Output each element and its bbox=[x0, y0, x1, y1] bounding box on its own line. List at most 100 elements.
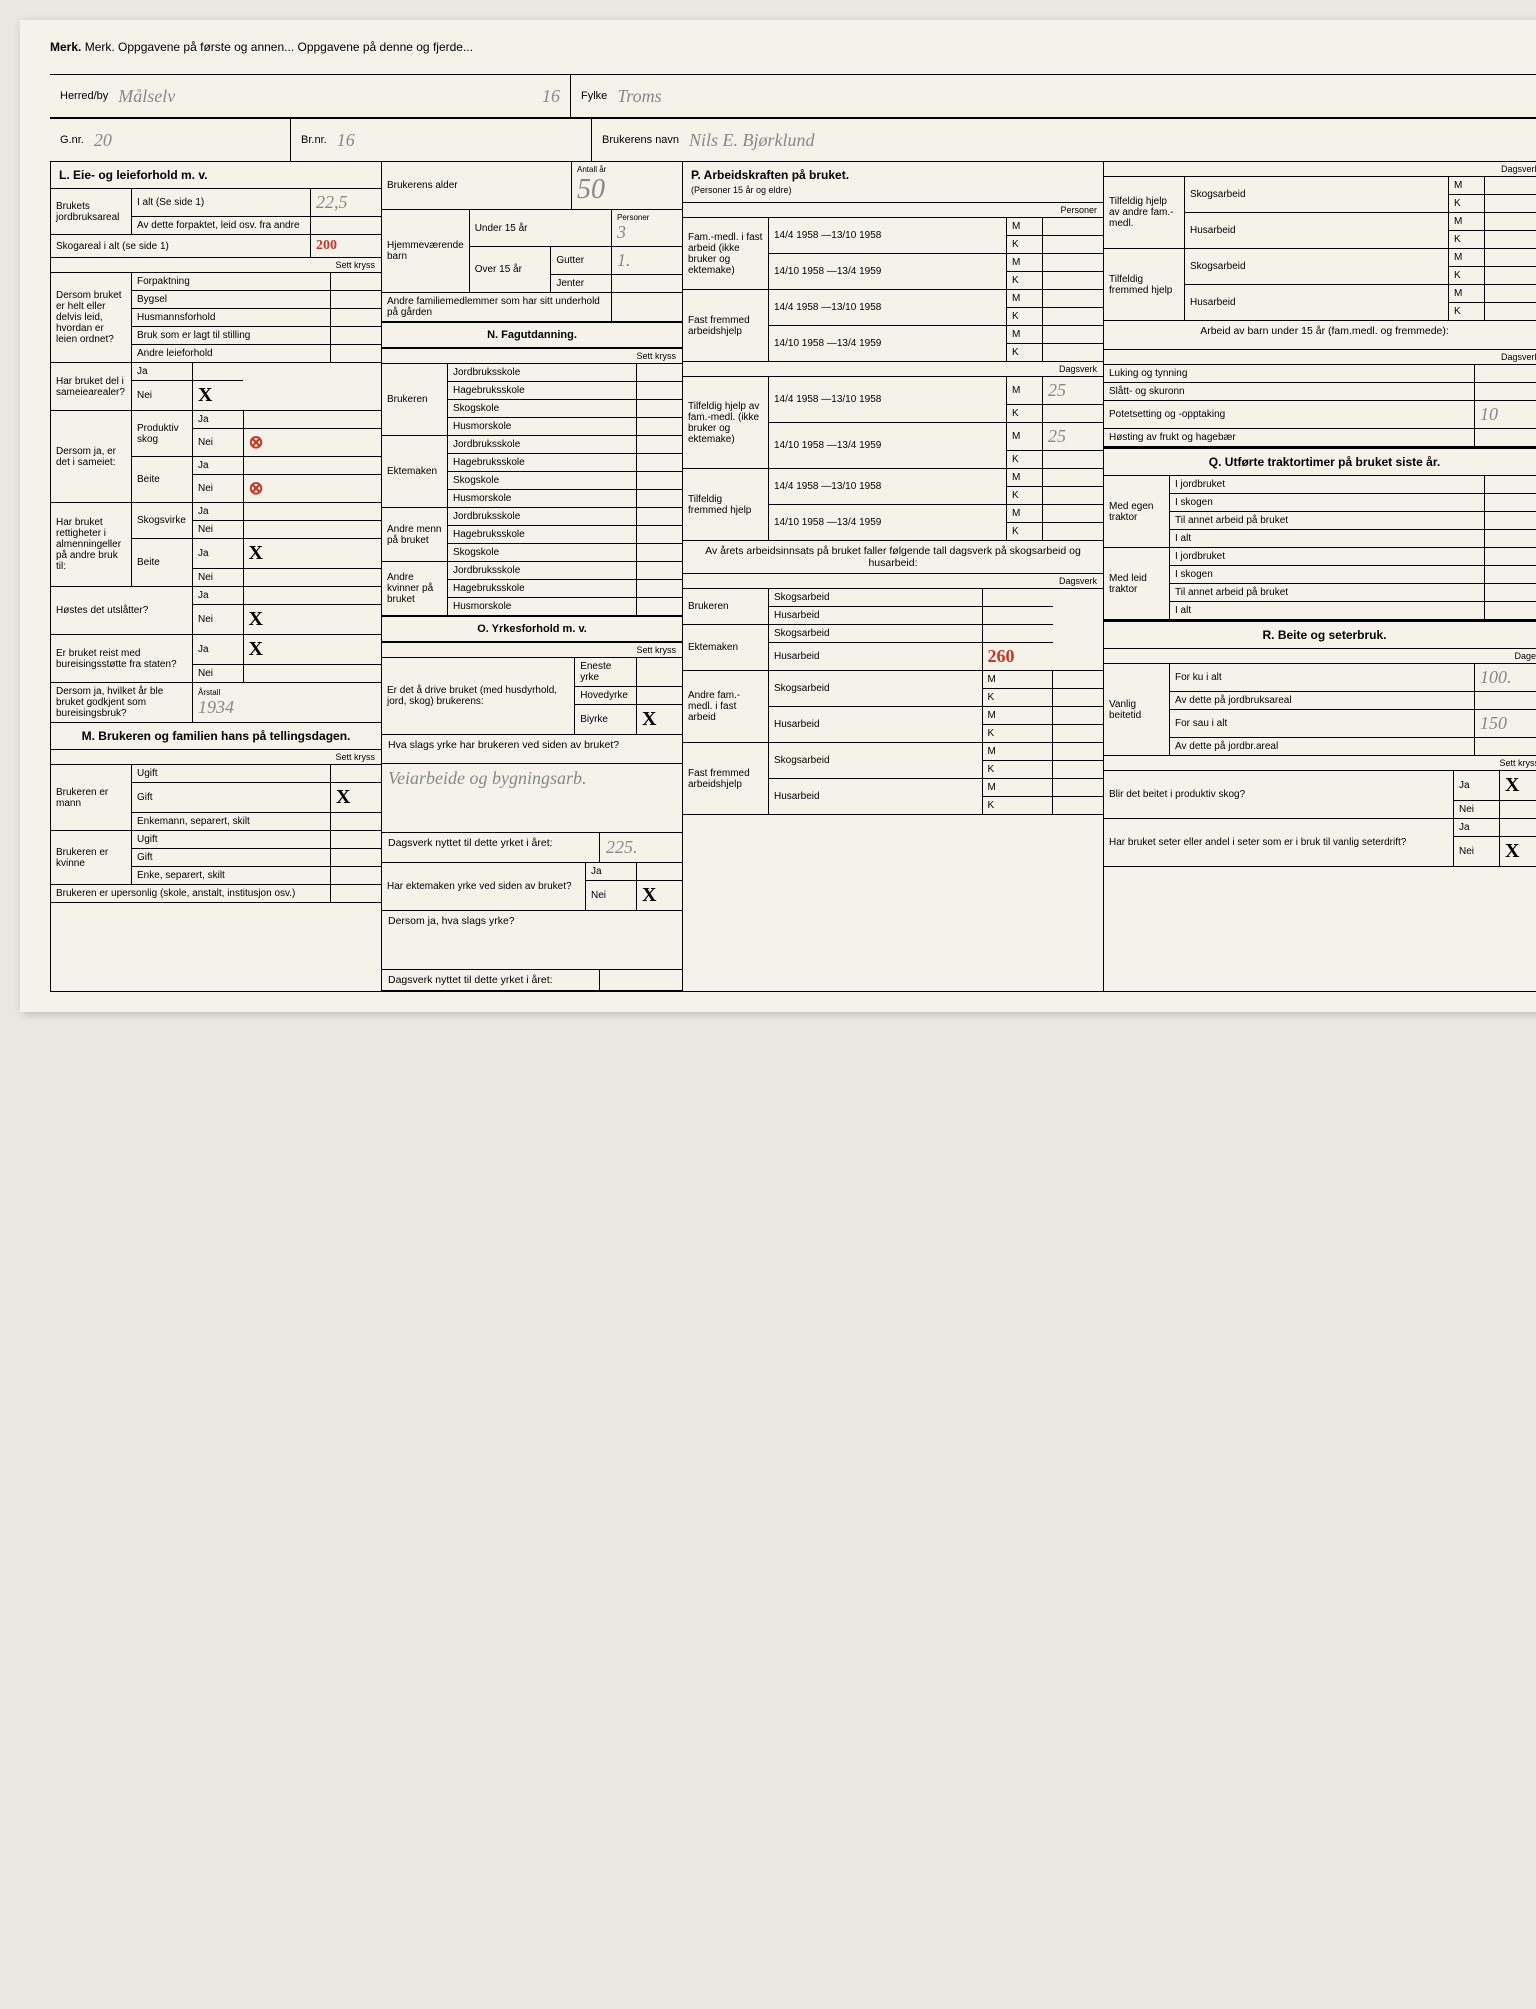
arbeidbarn: Arbeid av barn under 15 år (fam.medl. og… bbox=[1104, 321, 1536, 350]
forsau: For sau i alt bbox=[1170, 710, 1475, 738]
right-top-table: Tilfeldig hjelp av andre fam.-medl. Skog… bbox=[1104, 177, 1536, 321]
skogsvirke: Skogsvirke bbox=[132, 503, 193, 539]
tilfeldig-fremmed: Tilfeldig fremmed hjelp bbox=[683, 469, 769, 541]
ialt-value: 22,5 bbox=[316, 192, 348, 212]
P-bottom-table: Brukeren Skogsarbeid Husarbeid Ektemaken… bbox=[683, 589, 1103, 815]
Q-title: Q. Utførte traktortimer på bruket siste … bbox=[1104, 447, 1536, 476]
merk-text: Merk. Oppgavene på første og annen... Op… bbox=[85, 40, 473, 54]
herred-value: Målselv bbox=[118, 86, 175, 107]
p-fastfremmed: Fast fremmed arbeidshjelp bbox=[683, 743, 769, 815]
fylke-label: Fylke bbox=[581, 90, 607, 102]
dersomja-label: Dersom ja, er det i sameiet: bbox=[51, 411, 132, 503]
hjemme: Hjemmeværende barn bbox=[382, 210, 469, 293]
section-middle: Brukerens alder Antall år 50 Hjemmeværen… bbox=[382, 162, 683, 991]
prodskov: Produktiv skog bbox=[132, 411, 193, 457]
vanlig: Vanlig beitetid bbox=[1104, 664, 1170, 756]
brnr-value: 16 bbox=[337, 130, 355, 151]
p-andrefam: Andre fam.-medl. i fast arbeid bbox=[683, 671, 769, 743]
skog-value: 200 bbox=[316, 238, 337, 253]
val25b: 25 bbox=[1048, 426, 1066, 446]
under15-val: 3 bbox=[617, 222, 626, 242]
enke: Enke, separert, skilt bbox=[132, 867, 331, 885]
L-areal-table: Brukets jordbruksareal I alt (Se side 1)… bbox=[51, 189, 381, 258]
header-row-2: G.nr. 20 Br.nr. 16 Brukerens navn Nils E… bbox=[50, 118, 1536, 162]
upersonlig: Brukeren er upersonlig (skole, anstalt, … bbox=[51, 885, 331, 903]
forku: For ku i alt bbox=[1170, 664, 1475, 692]
blirdet: Blir det beitet i produktiv skog? bbox=[1104, 771, 1454, 819]
hosting: Høsting av frukt og hagebær bbox=[1104, 429, 1475, 447]
hjemme-table: Hjemmeværende barn Under 15 år Personer3… bbox=[382, 210, 682, 322]
dersomja-o: Dersom ja, hva slags yrke? bbox=[382, 911, 682, 970]
forsau-val: 150 bbox=[1480, 713, 1507, 733]
brukernavn-label: Brukerens navn bbox=[602, 134, 679, 146]
potet: Potetsetting og -opptaking bbox=[1104, 401, 1475, 429]
x-hostes-nei: X bbox=[249, 608, 263, 630]
M-title: M. Brukeren og familien hans på tellings… bbox=[51, 723, 381, 750]
under15: Under 15 år bbox=[469, 210, 611, 247]
section-L: L. Eie- og leieforhold m. v. Brukets jor… bbox=[51, 162, 382, 991]
L-leie-table: Dersom bruket er helt eller delvis leid,… bbox=[51, 273, 381, 363]
barn-table: Luking og tynning Slått- og skuronn Pote… bbox=[1104, 365, 1536, 447]
dersom-label: Dersom bruket er helt eller delvis leid,… bbox=[51, 273, 132, 363]
ja-1: Ja bbox=[132, 363, 193, 381]
N-title: N. Fagutdanning. bbox=[382, 322, 682, 349]
dagsverk-label: Dagsverk nyttet til dette yrket i året: bbox=[382, 833, 600, 862]
yrke-val: Veiarbeide og bygningsarb. bbox=[388, 768, 586, 788]
hostes: Høstes det utslåtter? bbox=[51, 587, 193, 635]
L-title: L. Eie- og leieforhold m. v. bbox=[51, 162, 381, 189]
r-tilfeldig-fremmed: Tilfeldig fremmed hjelp bbox=[1104, 249, 1185, 321]
slatt: Slått- og skuronn bbox=[1104, 383, 1475, 401]
bygsel: Bygsel bbox=[132, 291, 331, 309]
potet-val: 10 bbox=[1480, 404, 1498, 424]
harseter: Har bruket seter eller andel i seter som… bbox=[1104, 819, 1454, 867]
sameie-q: Har bruket del i sameiearealer? bbox=[51, 363, 132, 411]
x-biyrke: X bbox=[642, 708, 656, 730]
ugift-m: Ugift bbox=[132, 765, 331, 783]
husmanns: Husmannsforhold bbox=[132, 309, 331, 327]
x-prodskov-nei: ⊗ bbox=[249, 432, 264, 452]
luking: Luking og tynning bbox=[1104, 365, 1475, 383]
n-andremenn: Andre menn på bruket bbox=[382, 508, 448, 562]
hvaslags: Hva slags yrke har brukeren ved siden av… bbox=[382, 735, 682, 764]
nei-1: Nei bbox=[132, 381, 193, 411]
M-table: Brukeren er mann Ugift GiftX Enkemann, s… bbox=[51, 765, 381, 903]
harekte: Har ektemaken yrke ved siden av bruket? bbox=[382, 863, 586, 911]
brukernavn-value: Nils E. Bjørklund bbox=[689, 130, 815, 151]
P-top-table: Fam.-medl. i fast arbeid (ikke bruker og… bbox=[683, 218, 1103, 362]
x-sameie-nei: X bbox=[198, 384, 212, 406]
brukets-label: Brukets jordbruksareal bbox=[51, 189, 132, 235]
n-brukeren: Brukeren bbox=[382, 364, 448, 436]
x-beite-nei: ⊗ bbox=[249, 478, 264, 498]
x-ekte-nei: X bbox=[642, 884, 656, 906]
O-table: Er det å drive bruket (med husdyrhold, j… bbox=[382, 658, 682, 735]
avdette-jord: Av dette på jordbruksareal bbox=[1170, 692, 1475, 710]
fylke-value: Troms bbox=[617, 86, 661, 107]
x-bureising-ja: X bbox=[249, 638, 263, 660]
n-ektemaken: Ektemaken bbox=[382, 436, 448, 508]
N-table: Brukeren Jordbruksskole Hagebruksskole S… bbox=[382, 364, 682, 616]
dagsverk-val: 225. bbox=[606, 837, 638, 857]
avdette-jord2: Av dette på jordbr.areal bbox=[1170, 738, 1475, 756]
header-row-1: Herred/by Målselv 16 Fylke Troms bbox=[50, 74, 1536, 118]
L-sameie-table: Har bruket del i sameiearealer? Ja NeiX … bbox=[51, 363, 381, 723]
x-beitet-ja: X bbox=[1505, 774, 1519, 796]
n-andrekvinner: Andre kvinner på bruket bbox=[382, 562, 448, 616]
brukalder: Brukerens alder bbox=[382, 162, 572, 210]
harbruket: Har bruket rettigheter i almenningeller … bbox=[51, 503, 132, 587]
skogareal-label: Skogareal i alt (se side 1) bbox=[51, 235, 311, 258]
main-grid: L. Eie- og leieforhold m. v. Brukets jor… bbox=[50, 162, 1536, 992]
R-bottom-table: Blir det beitet i produktiv skog? JaX Ne… bbox=[1104, 771, 1536, 867]
Q-table: Med egen traktor I jordbruket I skogen T… bbox=[1104, 476, 1536, 620]
section-right: Dagsverk Tilfeldig hjelp av andre fam.-m… bbox=[1104, 162, 1536, 991]
enkemann: Enkemann, separert, skilt bbox=[132, 813, 331, 831]
fammedl: Fam.-medl. i fast arbeid (ikke bruker og… bbox=[683, 218, 769, 290]
section-P: P. Arbeidskraften på bruket. (Personer 1… bbox=[683, 162, 1104, 991]
val25a: 25 bbox=[1048, 380, 1066, 400]
alder-value: 50 bbox=[577, 174, 605, 205]
avaarets: Av årets arbeidsinnsats på bruket faller… bbox=[683, 541, 1103, 574]
R-title: R. Beite og seterbruk. bbox=[1104, 620, 1536, 649]
eneste: Eneste yrke bbox=[575, 658, 637, 687]
herred-num: 16 bbox=[542, 86, 560, 107]
fastfremmed: Fast fremmed arbeidshjelp bbox=[683, 290, 769, 362]
R-table: Vanlig beitetid For ku i alt100. Av dett… bbox=[1104, 664, 1536, 756]
